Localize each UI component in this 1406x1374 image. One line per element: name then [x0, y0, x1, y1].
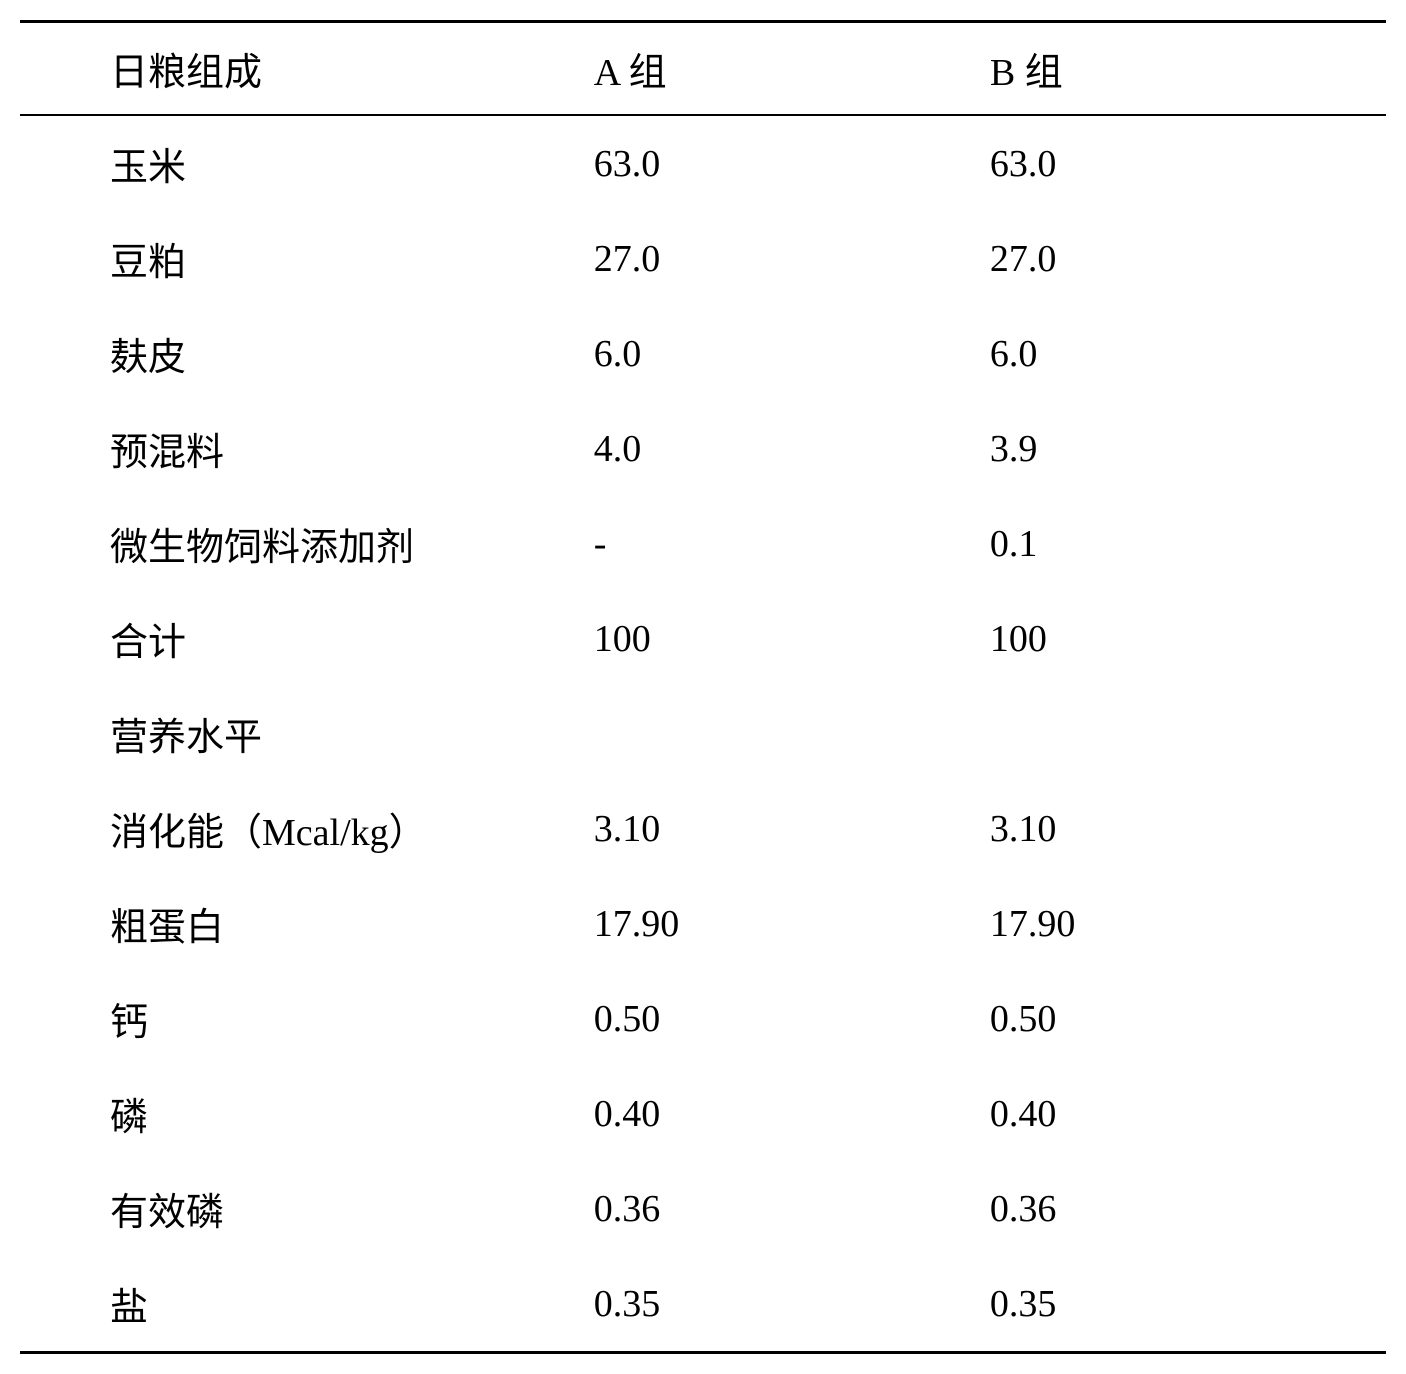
cell: 6.0 — [594, 306, 990, 401]
cell: 4.0 — [594, 401, 990, 496]
cell: 合计 — [20, 591, 594, 686]
cell: 17.90 — [594, 876, 990, 971]
cell: 27.0 — [990, 211, 1386, 306]
cell: 玉米 — [20, 115, 594, 211]
cell: 麸皮 — [20, 306, 594, 401]
table-header-row: 日粮组成 A 组 B 组 — [20, 22, 1386, 116]
table-row: 有效磷 0.36 0.36 — [20, 1161, 1386, 1256]
table-row: 消化能（Mcal/kg） 3.10 3.10 — [20, 781, 1386, 876]
cell: 0.35 — [594, 1256, 990, 1353]
cell: 17.90 — [990, 876, 1386, 971]
cell: - — [594, 496, 990, 591]
table-row: 合计 100 100 — [20, 591, 1386, 686]
cell: 63.0 — [594, 115, 990, 211]
cell: 有效磷 — [20, 1161, 594, 1256]
header-col-0: 日粮组成 — [20, 22, 594, 116]
table-row: 麸皮 6.0 6.0 — [20, 306, 1386, 401]
cell: 粗蛋白 — [20, 876, 594, 971]
cell: 盐 — [20, 1256, 594, 1353]
table-row: 粗蛋白 17.90 17.90 — [20, 876, 1386, 971]
cell: 3.10 — [990, 781, 1386, 876]
diet-composition-table: 日粮组成 A 组 B 组 玉米 63.0 63.0 豆粕 27.0 27.0 麸… — [20, 20, 1386, 1354]
cell: 0.50 — [990, 971, 1386, 1066]
cell: 27.0 — [594, 211, 990, 306]
cell: 6.0 — [990, 306, 1386, 401]
cell: 微生物饲料添加剂 — [20, 496, 594, 591]
header-col-1: A 组 — [594, 22, 990, 116]
cell: 3.10 — [594, 781, 990, 876]
cell: 100 — [990, 591, 1386, 686]
header-col-2: B 组 — [990, 22, 1386, 116]
cell: 63.0 — [990, 115, 1386, 211]
table-container: 日粮组成 A 组 B 组 玉米 63.0 63.0 豆粕 27.0 27.0 麸… — [20, 20, 1386, 1354]
cell: 0.40 — [594, 1066, 990, 1161]
cell — [594, 686, 990, 781]
cell: 磷 — [20, 1066, 594, 1161]
cell: 100 — [594, 591, 990, 686]
table-row: 微生物饲料添加剂 - 0.1 — [20, 496, 1386, 591]
cell: 营养水平 — [20, 686, 594, 781]
cell: 预混料 — [20, 401, 594, 496]
cell: 钙 — [20, 971, 594, 1066]
table-row: 玉米 63.0 63.0 — [20, 115, 1386, 211]
cell: 消化能（Mcal/kg） — [20, 781, 594, 876]
cell: 豆粕 — [20, 211, 594, 306]
table-row: 钙 0.50 0.50 — [20, 971, 1386, 1066]
cell: 3.9 — [990, 401, 1386, 496]
table-row: 豆粕 27.0 27.0 — [20, 211, 1386, 306]
cell: 0.50 — [594, 971, 990, 1066]
table-row: 营养水平 — [20, 686, 1386, 781]
cell — [990, 686, 1386, 781]
cell: 0.36 — [594, 1161, 990, 1256]
table-row: 磷 0.40 0.40 — [20, 1066, 1386, 1161]
table-row: 盐 0.35 0.35 — [20, 1256, 1386, 1353]
cell: 0.35 — [990, 1256, 1386, 1353]
cell: 0.40 — [990, 1066, 1386, 1161]
cell: 0.1 — [990, 496, 1386, 591]
cell: 0.36 — [990, 1161, 1386, 1256]
table-row: 预混料 4.0 3.9 — [20, 401, 1386, 496]
